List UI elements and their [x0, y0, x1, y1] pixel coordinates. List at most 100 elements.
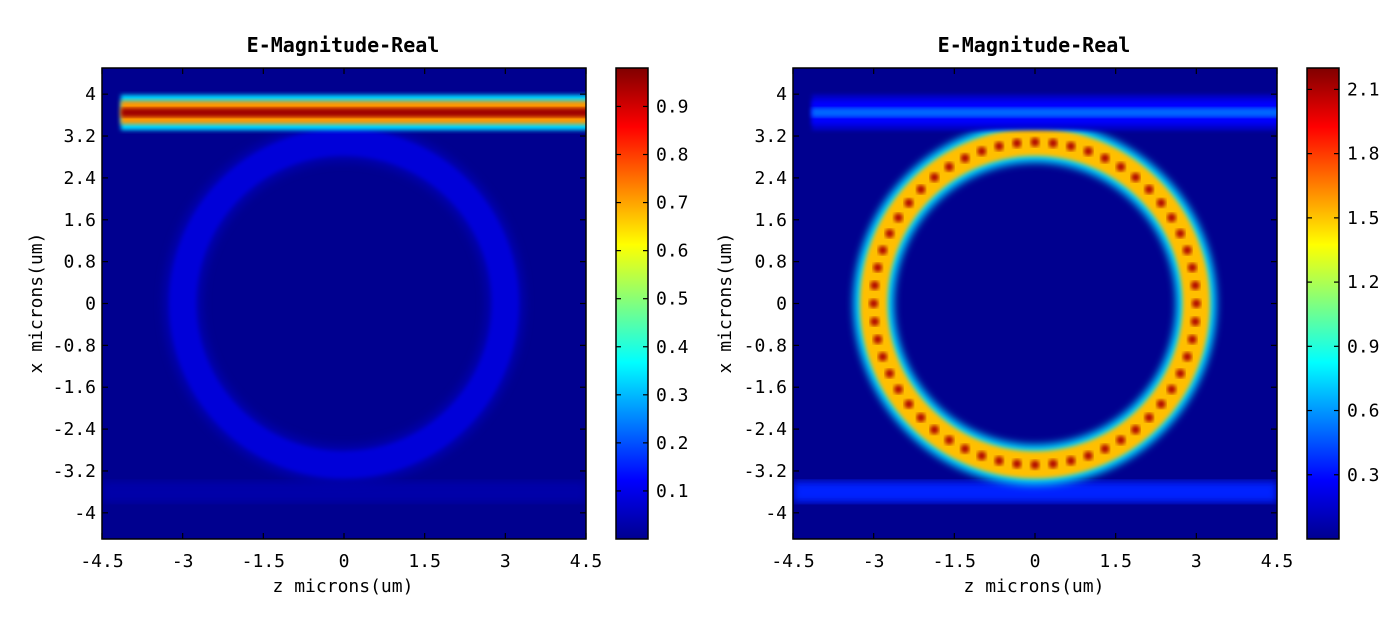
x-tick-label: -3 — [863, 551, 885, 572]
ring-hotspot — [1048, 459, 1058, 469]
ring-hotspot — [1012, 459, 1022, 469]
x-tick-label: 3 — [1191, 551, 1202, 572]
ring-hotspot — [1156, 198, 1166, 208]
colorbar-tick-label: 1.5 — [1347, 208, 1380, 229]
x-tick-label: 0 — [339, 551, 350, 572]
ring-hotspot — [929, 425, 939, 435]
ring-hotspot — [1116, 162, 1126, 172]
ring-hotspot — [904, 399, 914, 409]
heatmap-plot — [793, 68, 1277, 539]
ring-hotspot — [893, 213, 903, 223]
x-tick-label: 4.5 — [570, 551, 603, 572]
ring-hotspot — [1066, 456, 1076, 466]
heatmap-plot — [102, 68, 586, 539]
ring-hotspot — [878, 245, 888, 255]
colorbar-tick-label: 0.8 — [656, 145, 689, 166]
ring-hotspot — [1182, 245, 1192, 255]
y-axis-label: x microns(um) — [26, 233, 47, 374]
y-tick-label: -2.4 — [744, 419, 787, 440]
ring-hotspot — [1131, 172, 1141, 182]
ring-hotspot — [873, 263, 883, 273]
colorbar — [615, 67, 649, 540]
colorbar-tick-label: 0.4 — [656, 337, 689, 358]
ring-hotspot — [1048, 138, 1058, 148]
colorbar-tick-label: 0.3 — [656, 385, 689, 406]
ring-hotspot — [885, 368, 895, 378]
x-axis-label: z microns(um) — [964, 576, 1105, 597]
top-waveguide-core — [811, 107, 1277, 118]
colorbar-tick-label: 1.2 — [1347, 272, 1380, 293]
y-tick-label: 1.6 — [63, 210, 96, 231]
ring-hotspot — [1083, 451, 1093, 461]
y-tick-label: -4 — [74, 503, 96, 524]
x-axis-label: z microns(um) — [273, 576, 414, 597]
ring-hotspot — [1182, 352, 1192, 362]
ring-hotspot — [916, 184, 926, 194]
x-tick-label: 1.5 — [408, 551, 441, 572]
colorbar-tick-label: 1.8 — [1347, 144, 1380, 165]
y-tick-label: 0 — [776, 294, 787, 315]
ring-hotspot — [1116, 435, 1126, 445]
ring-hotspot — [1187, 334, 1197, 344]
ring-hotspot — [1175, 368, 1185, 378]
y-tick-label: 0 — [85, 294, 96, 315]
chart-title: E-Magnitude-Real — [247, 33, 440, 57]
colorbar-tick-label: 2.1 — [1347, 79, 1380, 100]
colorbar-tick-label: 0.2 — [656, 433, 689, 454]
y-tick-label: -0.8 — [744, 335, 787, 356]
colorbar-tick-label: 0.1 — [656, 481, 689, 502]
ring-hotspot — [1030, 460, 1040, 470]
ring-hotspot — [904, 198, 914, 208]
x-tick-label: 3 — [500, 551, 511, 572]
ring-hotspot — [960, 153, 970, 163]
ring-hotspot — [1190, 280, 1200, 290]
ring-hotspot — [1100, 153, 1110, 163]
colorbar — [1306, 67, 1340, 540]
y-tick-label: 3.2 — [754, 126, 787, 147]
ring-hotspot — [1167, 213, 1177, 223]
chart-title: E-Magnitude-Real — [938, 33, 1131, 57]
y-tick-label: -2.4 — [53, 419, 96, 440]
x-tick-label: -4.5 — [771, 551, 814, 572]
y-tick-label: 4 — [776, 84, 787, 105]
x-tick-label: 0 — [1030, 551, 1041, 572]
x-tick-label: 1.5 — [1099, 551, 1132, 572]
y-tick-label: -1.6 — [53, 377, 96, 398]
ring-hotspot — [1190, 317, 1200, 327]
ring-hotspot — [873, 334, 883, 344]
y-tick-label: 2.4 — [754, 168, 787, 189]
ring-hotspot — [960, 444, 970, 454]
ring-field — [168, 128, 520, 479]
x-tick-label: -1.5 — [242, 551, 285, 572]
ring-hotspot — [878, 352, 888, 362]
ring-hotspot — [1100, 444, 1110, 454]
y-tick-label: 0.8 — [754, 252, 787, 273]
colorbar-tick-label: 0.9 — [656, 96, 689, 117]
ring-hotspot — [929, 172, 939, 182]
y-tick-label: 4 — [85, 84, 96, 105]
top-waveguide-core — [120, 107, 586, 118]
colorbar-tick-label: 0.5 — [656, 289, 689, 310]
ring-hotspot — [994, 141, 1004, 151]
x-tick-label: -4.5 — [80, 551, 123, 572]
y-tick-label: -3.2 — [744, 461, 787, 482]
ring-hotspot — [1066, 141, 1076, 151]
ring-hotspot — [870, 280, 880, 290]
ring-hotspot — [893, 384, 903, 394]
chart-panel-1: E-Magnitude-Real -4.5 -3 -1.5 0 1.5 3 4.5 4 3.2 2… — [26, 33, 689, 597]
ring-hotspot — [1156, 399, 1166, 409]
ring-hotspot — [1083, 146, 1093, 156]
y-tick-label: 1.6 — [754, 210, 787, 231]
ring-hotspot — [1175, 229, 1185, 239]
bottom-waveguide-field — [102, 481, 586, 503]
x-tick-label: -1.5 — [933, 551, 976, 572]
ring-hotspot — [977, 146, 987, 156]
colorbar-tick-label: 0.6 — [1347, 401, 1380, 422]
y-tick-label: -1.6 — [744, 377, 787, 398]
y-tick-label: -4 — [765, 503, 787, 524]
y-tick-label: -3.2 — [53, 461, 96, 482]
ring-hotspot — [1131, 425, 1141, 435]
x-tick-label: -3 — [172, 551, 194, 572]
ring-hotspot — [870, 317, 880, 327]
ring-hotspot — [994, 456, 1004, 466]
